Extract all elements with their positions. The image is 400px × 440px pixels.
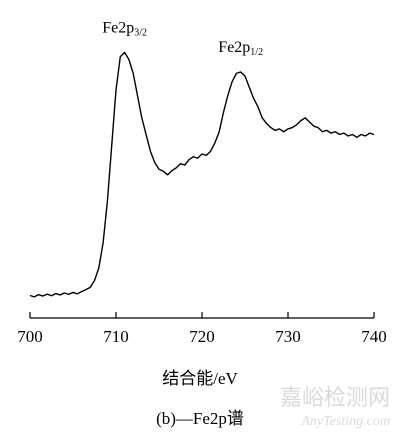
peak-label: Fe2p1/2 [218, 39, 263, 59]
x-tick-label: 720 [189, 327, 215, 346]
watermark-url: AnyTesting.com [300, 414, 390, 429]
x-tick-label: 700 [17, 327, 43, 346]
x-axis-label: 结合能/eV [162, 369, 238, 388]
spectrum-line [29, 51, 375, 298]
peak-label-main: Fe2p [218, 39, 250, 56]
caption: (b)—Fe2p谱 [156, 409, 244, 428]
peak-label-sub: 1/2 [250, 47, 263, 58]
peak-label: Fe2p3/2 [102, 19, 147, 39]
watermark: 嘉峪检测网 [280, 385, 390, 410]
x-tick-label: 730 [275, 327, 301, 346]
x-tick-label: 740 [361, 327, 387, 346]
peak-label-sub: 3/2 [134, 28, 147, 39]
x-tick-label: 710 [103, 327, 129, 346]
peak-label-main: Fe2p [102, 19, 134, 36]
